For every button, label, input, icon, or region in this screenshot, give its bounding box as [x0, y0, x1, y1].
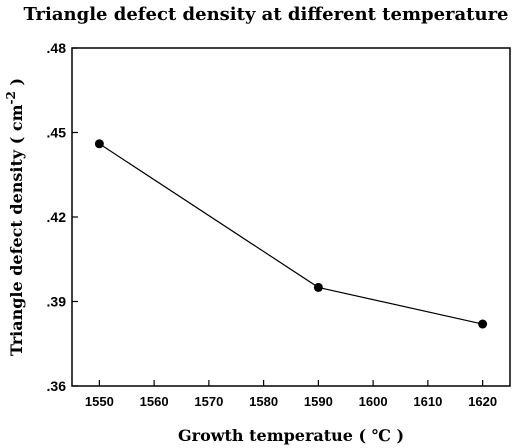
x-tick-label: 1620 — [468, 394, 497, 409]
series-polyline — [99, 143, 483, 325]
y-axis-label-main: Triangle defect density ( cm — [7, 104, 26, 356]
x-tick-label: 1570 — [194, 394, 223, 409]
x-axis-label: Growth temperatue ( ℃ ) — [178, 426, 404, 445]
x-tick-label: 1610 — [413, 394, 442, 409]
chart-title: Triangle defect density at different tem… — [23, 4, 508, 25]
y-axis-label-superscript: -2 — [4, 91, 18, 104]
x-tick-label: 1580 — [249, 394, 278, 409]
x-tick-label: 1600 — [359, 394, 388, 409]
data-point — [313, 282, 323, 292]
y-tick-label: .42 — [47, 209, 67, 225]
data-point — [94, 139, 104, 149]
data-point — [478, 319, 488, 329]
series-line — [94, 139, 488, 329]
y-tick-label: .39 — [47, 294, 67, 310]
plot-frame — [71, 47, 511, 387]
y-axis-ticks: .36 .39 .42 .45 .48 — [47, 40, 78, 394]
x-tick-label: 1590 — [304, 394, 333, 409]
y-tick-label: .45 — [47, 125, 67, 141]
y-axis-label: Triangle defect density ( cm-2 ) — [4, 78, 26, 356]
y-tick-label: .36 — [47, 378, 67, 394]
y-tick-label: .48 — [47, 40, 67, 56]
x-tick-label: 1550 — [85, 394, 114, 409]
x-tick-label: 1560 — [140, 394, 169, 409]
y-axis-label-close: ) — [7, 78, 26, 91]
x-axis-ticks: 1550 1560 1570 1580 1590 1600 1610 1620 — [85, 380, 497, 409]
